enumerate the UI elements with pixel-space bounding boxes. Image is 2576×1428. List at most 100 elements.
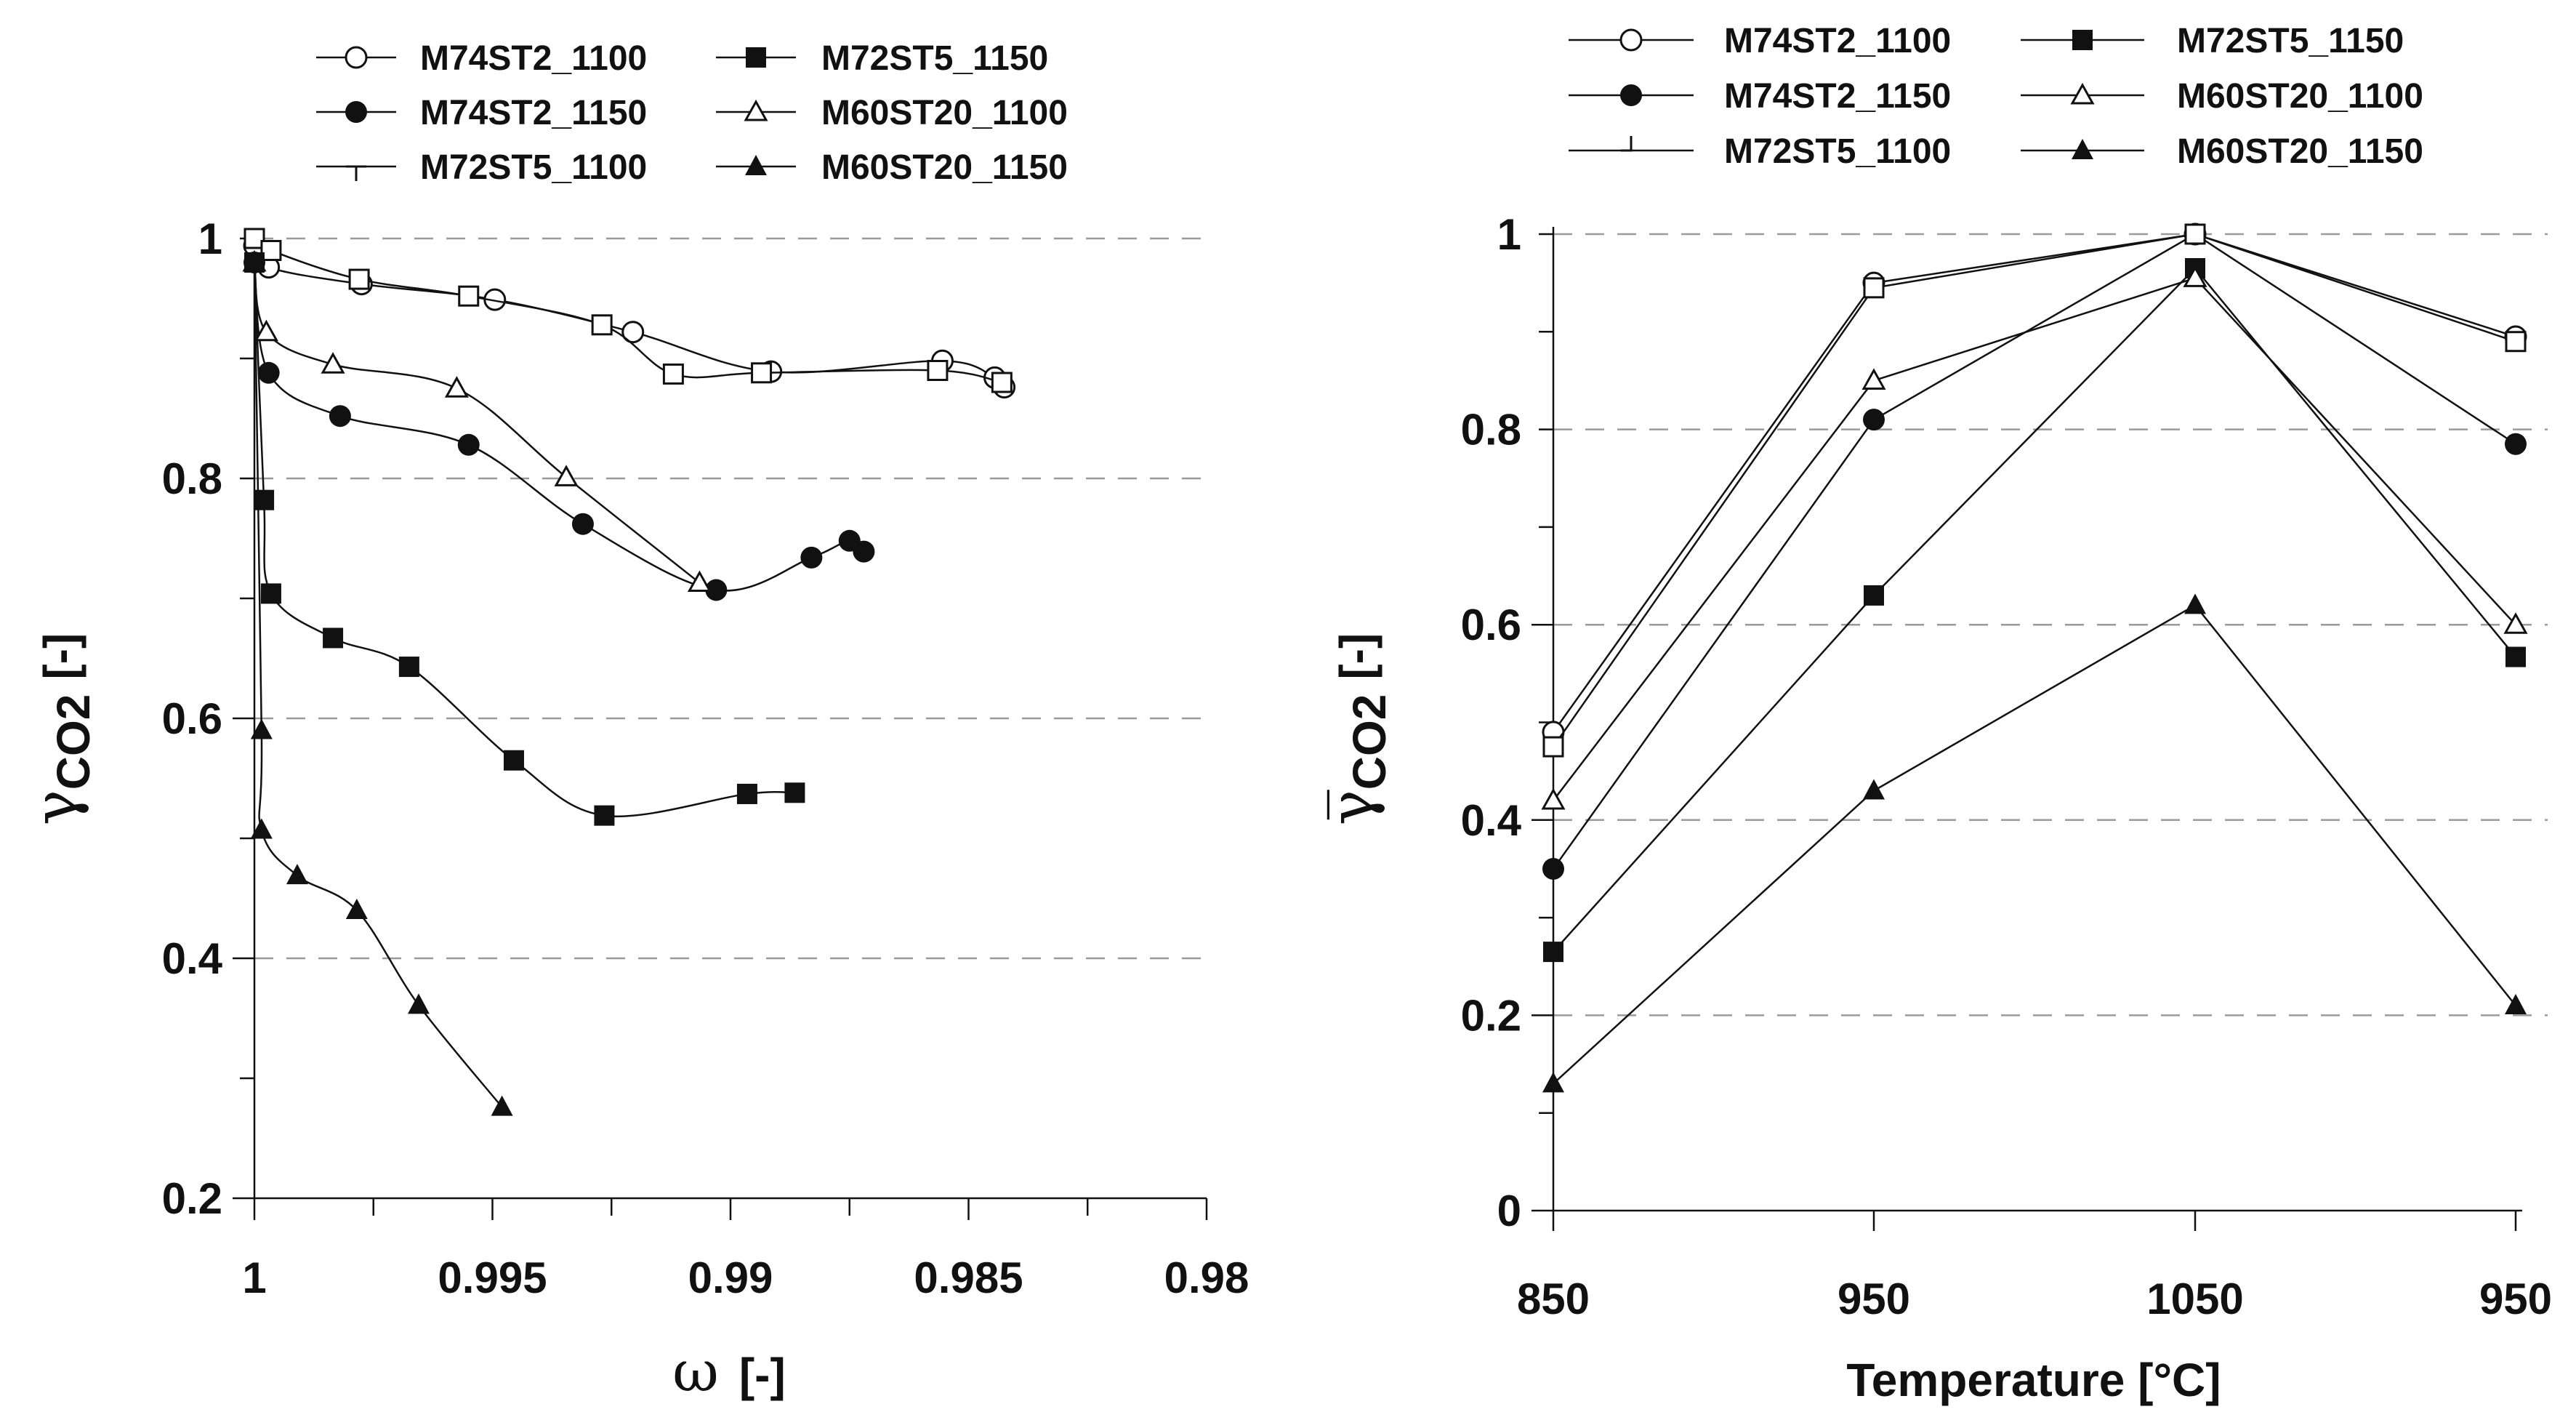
right-gridlines xyxy=(1553,233,2548,1016)
left-x-tick-label-0-98: 0.98 xyxy=(1164,1253,1249,1302)
left-point-m60st20-1150-0 xyxy=(243,251,265,271)
left-point-m60st20-1150-6 xyxy=(491,1095,513,1116)
right-line-m74st2-1150 xyxy=(1552,233,2516,870)
left-point-m60st20-1150-1 xyxy=(250,718,273,739)
right-legend-marker-m74st2-1150 xyxy=(1620,84,1642,106)
right-legend-marker-m72st5-1100 xyxy=(1621,136,1633,152)
left-point-m72st5-1150-7 xyxy=(736,783,757,804)
left-series-m74st2-1100 xyxy=(243,234,1016,399)
left-point-m60st20-1150-2 xyxy=(250,818,273,839)
left-x-tick-label-1: 1 xyxy=(242,1253,266,1302)
right-x-tick-label-0: 850 xyxy=(1517,1275,1590,1323)
left-point-m60st20-1150-5 xyxy=(407,993,430,1014)
left-line-m74st2-1150 xyxy=(253,262,865,592)
left-point-m60st20-1100-5 xyxy=(687,570,712,593)
left-legend-item-m74st2-1150: M74ST2_1150 xyxy=(316,94,647,132)
left-series-m60st20-1100 xyxy=(242,249,712,593)
right-line-m72st5-1150 xyxy=(1553,267,2516,952)
right-legend-item-m60st20-1100: M60ST20_1100 xyxy=(2021,77,2423,116)
left-point-m72st5-1150-3 xyxy=(323,627,344,649)
right-axis-labels: γ̅CO2 [-] Temperature [°C] xyxy=(1318,633,2221,1406)
right-point-m60st20-1100-2 xyxy=(2183,265,2207,287)
svg-text:ω[-]: ω [-] xyxy=(672,1339,786,1405)
left-point-m72st5-1100-5 xyxy=(662,363,684,385)
left-point-m60st20-1100-1 xyxy=(254,319,278,342)
left-y-tick-label-0-2: 0.2 xyxy=(162,1174,222,1223)
left-legend-label-m74st2-1150: M74ST2_1150 xyxy=(420,94,647,132)
right-point-m60st20-1150-2 xyxy=(2184,593,2206,614)
left-ylabel-sub: CO2 xyxy=(47,694,100,790)
right-point-m60st20-1100-0 xyxy=(1541,787,1566,810)
left-point-m74st2-1100-4 xyxy=(621,321,645,344)
right-y-tick-label-0-2: 0.2 xyxy=(1461,991,1521,1040)
right-y-tick-label-0-8: 0.8 xyxy=(1461,406,1521,454)
right-x-tick-label-3: 950 xyxy=(2479,1275,2552,1323)
left-legend-item-m72st5-1100: M72ST5_1100 xyxy=(316,148,647,187)
right-legend-item-m74st2-1100: M74ST2_1100 xyxy=(1569,22,1951,60)
right-legend-label-m60st20-1150: M60ST20_1150 xyxy=(2177,132,2423,171)
left-x-tick-label-0-995: 0.995 xyxy=(438,1253,547,1302)
right-legend-marker-m60st20-1100 xyxy=(2070,82,2095,105)
left-legend-marker-m72st5-1150 xyxy=(746,47,766,68)
right-ylabel-unit: [-] xyxy=(1330,633,1382,680)
left-legend-marker-m74st2-1150 xyxy=(345,101,367,123)
left-legend-item-m72st5-1150: M72ST5_1150 xyxy=(716,39,1048,78)
left-gridlines xyxy=(254,237,1207,960)
right-legend: M74ST2_1100 M74ST2_1150 M72ST5_1100 M72ST5_… xyxy=(1569,22,2423,171)
right-x-tick-label-2: 1050 xyxy=(2146,1275,2243,1323)
left-series-m72st5-1150 xyxy=(244,252,805,826)
right-point-m74st2-1150-3 xyxy=(2505,433,2527,455)
left-point-m72st5-1100-8 xyxy=(991,372,1013,393)
left-ylabel-symbol: γ xyxy=(22,790,91,825)
left-point-m72st5-1100-6 xyxy=(751,362,773,384)
right-point-m72st5-1100-2 xyxy=(2184,223,2206,245)
left-point-m72st5-1100-7 xyxy=(927,360,949,381)
right-point-m74st2-1150-1 xyxy=(1863,409,1885,431)
left-point-m72st5-1100-1 xyxy=(260,240,282,261)
left-point-m72st5-1150-2 xyxy=(260,583,281,604)
right-legend-label-m72st5-1100: M72ST5_1100 xyxy=(1724,132,1951,171)
left-legend-item-m60st20-1100: M60ST20_1100 xyxy=(716,94,1068,132)
left-line-m72st5-1150 xyxy=(253,262,795,818)
left-legend-marker-m74st2-1100 xyxy=(345,46,368,69)
left-xlabel-symbol: ω xyxy=(672,1339,719,1405)
right-legend-item-m60st20-1150: M60ST20_1150 xyxy=(2021,132,2423,171)
right-y-tick-label-0: 0 xyxy=(1497,1187,1521,1235)
left-series-m74st2-1150 xyxy=(243,252,875,601)
right-legend-label-m60st20-1100: M60ST20_1100 xyxy=(2177,77,2423,116)
left-legend-label-m72st5-1150: M72ST5_1150 xyxy=(821,39,1048,78)
svg-text:γCO2[-]: γCO2 [-] xyxy=(22,633,100,826)
left-point-m72st5-1150-5 xyxy=(503,750,524,771)
left-series-m60st20-1150 xyxy=(243,251,513,1116)
left-line-m60st20-1150 xyxy=(253,262,503,1108)
right-point-m72st5-1150-1 xyxy=(1864,585,1884,606)
left-legend-item-m74st2-1100: M74ST2_1100 xyxy=(316,39,647,78)
right-line-m72st5-1100 xyxy=(1552,233,2516,747)
right-series-m74st2-1100 xyxy=(1542,222,2527,744)
right-line-m60st20-1150 xyxy=(1553,603,2516,1085)
left-x-tick-label-0-99: 0.99 xyxy=(688,1253,773,1302)
left-point-m60st20-1100-3 xyxy=(444,376,469,398)
left-legend-item-m60st20-1150: M60ST20_1150 xyxy=(716,148,1068,187)
left-line-m60st20-1100 xyxy=(253,262,701,584)
right-point-m72st5-1150-3 xyxy=(2505,646,2526,667)
right-point-m74st2-1150-0 xyxy=(1542,857,1564,880)
left-y-tick-label-0-4: 0.4 xyxy=(162,934,223,983)
left-legend: M74ST2_1100 M74ST2_1150 M72ST5_1100 M72ST5_… xyxy=(316,39,1068,187)
left-axes: 0.2 0.4 0.6 0.8 1 1 0.995 0.99 0.985 0.98 xyxy=(162,214,1249,1302)
right-series-m60st20-1100 xyxy=(1541,265,2528,810)
right-series-m60st20-1150 xyxy=(1542,593,2527,1093)
left-legend-label-m60st20-1100: M60ST20_1100 xyxy=(821,94,1068,132)
left-point-m72st5-1150-4 xyxy=(398,657,419,678)
right-point-m60st20-1150-3 xyxy=(2505,993,2527,1014)
right-point-m72st5-1100-0 xyxy=(1542,736,1564,758)
left-y-tick-label-1: 1 xyxy=(198,214,222,263)
right-chart: M74ST2_1100 M74ST2_1150 M72ST5_1100 M72ST5_… xyxy=(1318,22,2552,1406)
left-point-m74st2-1150-4 xyxy=(571,513,594,535)
right-axes: 0 0.2 0.4 0.6 0.8 1 850 950 1050 950 xyxy=(1461,210,2552,1323)
right-x-tick-label-1: 950 xyxy=(1838,1275,1910,1323)
right-point-m72st5-1100-1 xyxy=(1863,277,1885,299)
left-point-m74st2-1150-8 xyxy=(853,540,875,563)
right-point-m60st20-1100-3 xyxy=(2503,612,2528,634)
